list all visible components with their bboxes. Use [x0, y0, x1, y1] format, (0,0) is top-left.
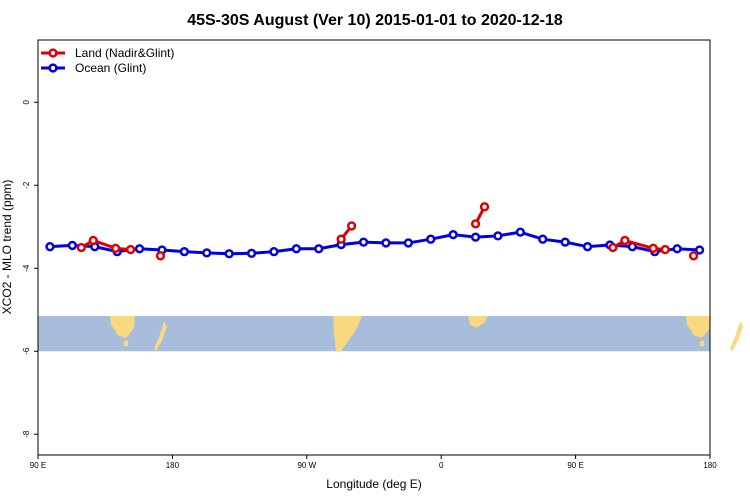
- ocean-band: [38, 315, 710, 352]
- legend: Land (Nadir&Glint)Ocean (Glint): [41, 46, 174, 75]
- data-point: [314, 244, 324, 254]
- land-south-america: [333, 315, 362, 352]
- series-land-segment: [336, 221, 357, 244]
- data-point: [111, 243, 121, 253]
- series-land-segment: [470, 202, 490, 229]
- data-point: [224, 249, 234, 259]
- legend-marker: [48, 48, 58, 58]
- data-point: [76, 242, 86, 253]
- legend-label: Ocean (Glint): [75, 61, 146, 75]
- data-point: [470, 219, 481, 229]
- data-point: [538, 234, 548, 244]
- y-tick-label: -4: [22, 264, 31, 272]
- data-point: [67, 240, 77, 251]
- x-tick-label: 180: [703, 461, 717, 470]
- data-point: [45, 242, 55, 252]
- y-axis-label: XCO2 - MLO trend (ppm): [0, 180, 14, 315]
- x-tick-label: 90 E: [30, 461, 46, 470]
- data-point: [648, 243, 658, 253]
- data-point: [155, 251, 166, 261]
- data-point: [426, 234, 436, 244]
- legend-label: Land (Nadir&Glint): [75, 46, 174, 60]
- data-point: [346, 221, 357, 231]
- data-point: [560, 237, 570, 247]
- land-australia: [110, 315, 135, 338]
- series-land-segment: [76, 235, 136, 255]
- data-point: [134, 244, 145, 254]
- data-point: [336, 234, 346, 244]
- background-map: [38, 315, 743, 352]
- land-tasmania: [699, 340, 705, 347]
- x-tick-label: 90 E: [567, 461, 583, 470]
- series-line: [80, 238, 131, 252]
- series-land-segment: [155, 251, 166, 261]
- data-point: [660, 244, 670, 255]
- data-point: [202, 248, 212, 258]
- series-ocean: [45, 227, 705, 259]
- y-tick-label: -2: [22, 181, 31, 189]
- data-point: [88, 235, 98, 246]
- data-point: [515, 227, 525, 237]
- y-axis: 0 -2 -4 -6 -8: [22, 99, 38, 438]
- data-point: [291, 244, 301, 254]
- series-layer: [45, 202, 705, 261]
- land-new-zealand: [730, 321, 743, 352]
- data-point: [381, 238, 391, 248]
- land-australia: [686, 315, 711, 338]
- land-region-west: [110, 315, 167, 352]
- x-axis: 90 E 180 90 W 0 90 E 180: [30, 455, 717, 470]
- data-point: [269, 247, 279, 257]
- data-point: [403, 238, 413, 248]
- data-point: [688, 251, 699, 261]
- y-tick-label: -8: [22, 430, 31, 438]
- data-point: [620, 235, 630, 246]
- series-line: [49, 230, 700, 256]
- land-tasmania: [123, 340, 129, 347]
- x-axis-label: Longitude (deg E): [326, 477, 421, 491]
- data-point: [179, 247, 189, 257]
- legend-marker: [48, 63, 58, 73]
- series-land-segment: [608, 235, 670, 255]
- data-point: [672, 244, 682, 254]
- series-line: [612, 238, 666, 252]
- data-point: [582, 242, 593, 252]
- land-region-east: [686, 315, 743, 352]
- y-tick-label: 0: [22, 99, 31, 104]
- data-point: [448, 229, 458, 240]
- data-point: [358, 237, 369, 247]
- data-point: [470, 232, 481, 242]
- data-point: [608, 242, 618, 253]
- data-point: [493, 231, 503, 241]
- data-point: [246, 248, 257, 258]
- data-point: [479, 202, 490, 212]
- data-point: [694, 245, 705, 255]
- land-africa: [468, 315, 488, 328]
- chart-title: 45S-30S August (Ver 10) 2015-01-01 to 20…: [187, 12, 563, 29]
- series-land-segment: [688, 251, 699, 261]
- land-new-zealand: [154, 321, 167, 352]
- y-tick-label: -6: [22, 347, 31, 355]
- x-tick-label: 180: [166, 461, 180, 470]
- data-point: [125, 244, 136, 255]
- x-tick-label: 90 W: [297, 461, 316, 470]
- x-tick-label: 0: [439, 461, 444, 470]
- plot-frame: [37, 39, 711, 456]
